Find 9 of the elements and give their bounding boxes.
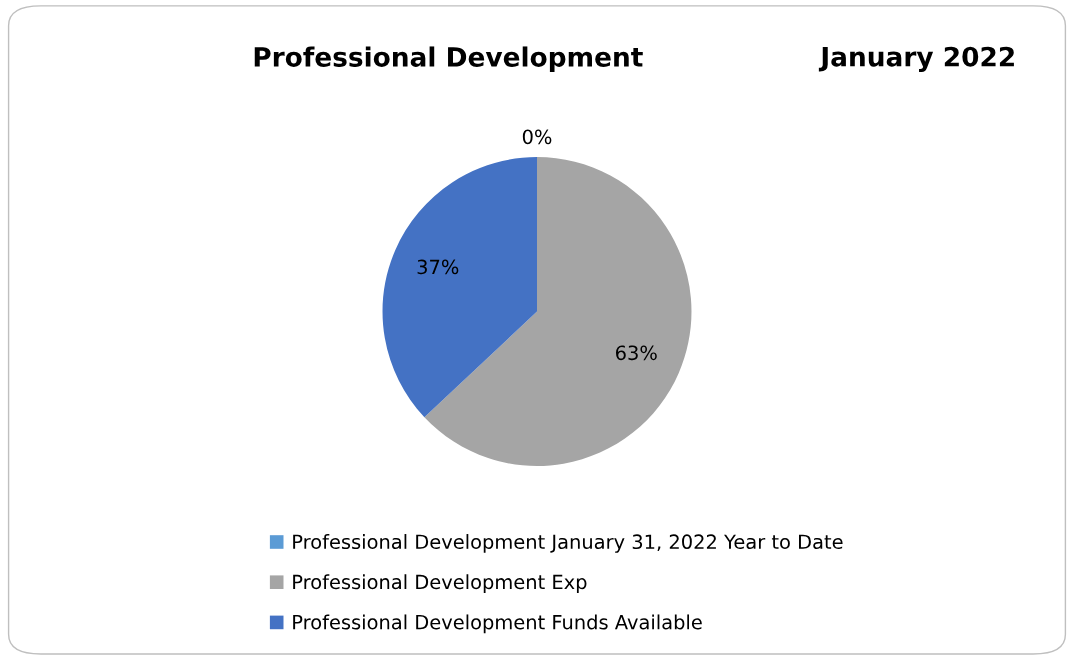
pie-slice xyxy=(382,157,537,418)
chart-title: Professional Development xyxy=(254,46,643,72)
data-label: 63% xyxy=(616,345,657,361)
text: January 2022 xyxy=(818,46,1014,72)
legend-label: Professional Development January 31, 2022 Year to Date xyxy=(293,534,843,553)
legend-label: Professional Development Funds Available xyxy=(293,614,702,634)
text: 0% xyxy=(522,129,552,145)
legend-label: Professional Development Exp xyxy=(293,574,587,594)
data-label: 37% xyxy=(417,259,459,275)
